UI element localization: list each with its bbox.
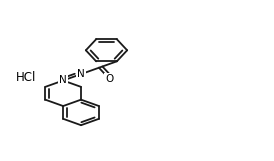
Text: N: N: [77, 69, 85, 79]
Text: HCl: HCl: [16, 71, 36, 84]
Text: N: N: [59, 76, 67, 85]
Text: O: O: [105, 74, 113, 84]
